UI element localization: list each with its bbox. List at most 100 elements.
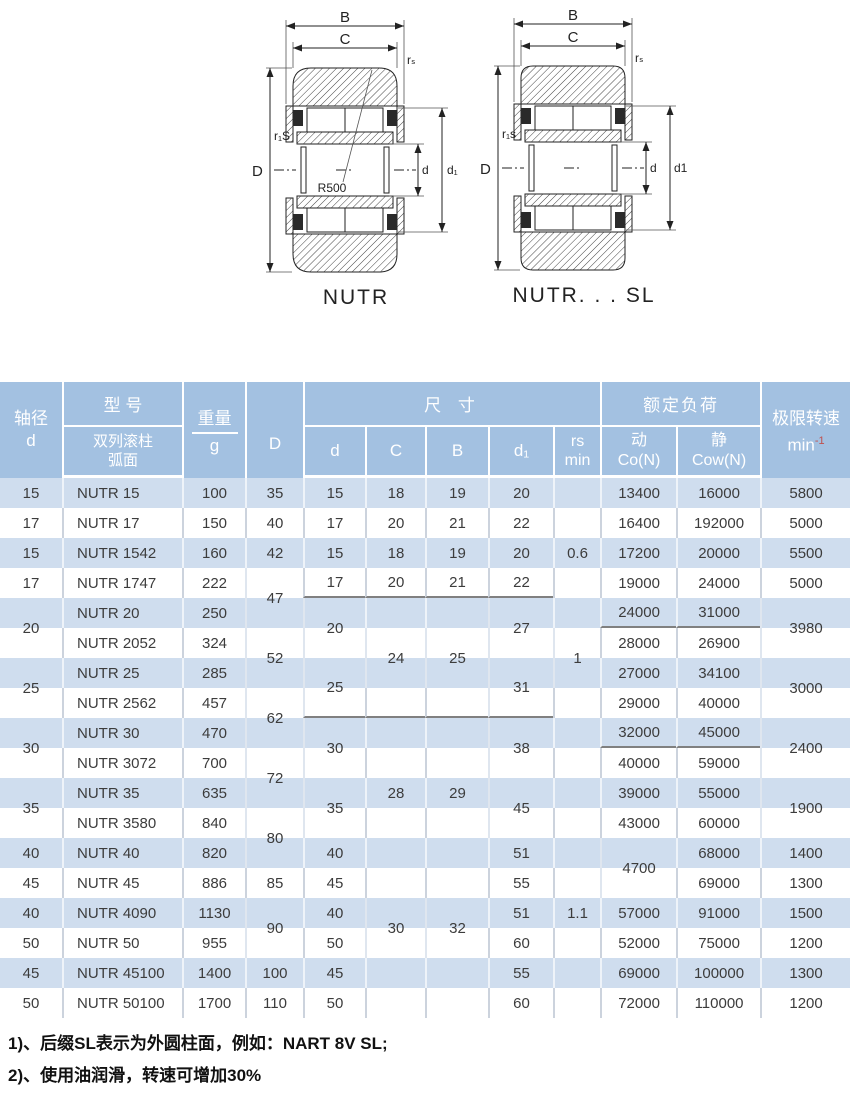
value-cell: 69000: [676, 868, 760, 898]
model-subtitle-line2: 弧面: [107, 452, 138, 469]
value-cell: 40: [303, 838, 365, 868]
value-cell: 55: [488, 868, 553, 898]
value-cell: 955: [182, 928, 245, 958]
value-cell: 20: [488, 478, 553, 508]
value-cell: 50: [303, 928, 365, 958]
value-cell: 20: [365, 568, 425, 598]
value-cell: 40: [22, 904, 40, 922]
value-cell: 20: [22, 619, 40, 637]
dim-label-b: B: [568, 8, 578, 24]
model-cell: NUTR 3072: [62, 748, 182, 778]
value-cell: 16000: [676, 478, 760, 508]
value-cell: 55: [488, 958, 553, 988]
value-cell: 1200: [760, 928, 850, 958]
value-cell: 45000: [676, 718, 761, 748]
value-cell: 17: [22, 514, 40, 532]
header-weight-unit: g: [209, 436, 220, 455]
value-cell: 21: [425, 568, 488, 598]
table-row: NUTR 3580 840 80 43000 60000: [0, 808, 850, 868]
value-cell: [553, 688, 600, 718]
header-model-subtitle: 双列滚柱 弧面: [62, 427, 182, 478]
header-dimensions-group: 尺 寸: [303, 382, 601, 427]
model-cell: NUTR 20: [62, 598, 182, 628]
value-cell: 20: [303, 598, 365, 658]
value-cell: [365, 688, 425, 718]
table-row: 25 NUTR 25 285 25 31 27000 34100 3000: [0, 658, 850, 718]
value-cell: 18: [365, 478, 425, 508]
value-cell: 90: [245, 898, 303, 958]
model-cell: NUTR 35: [62, 778, 182, 808]
value-cell: 13400: [600, 478, 676, 508]
value-cell: 15: [22, 484, 40, 502]
model-cell: NUTR 45100: [62, 958, 182, 988]
header-load-dynamic: 动 Co(N): [600, 427, 677, 478]
model-cell: NUTR 30: [62, 718, 182, 748]
value-cell: 62: [245, 688, 303, 748]
value-cell: [425, 958, 488, 988]
table-row: 15 NUTR 1542 160 42 15 18 19 20 0.6 17200 20000 550…: [0, 538, 850, 568]
value-cell: 24: [365, 628, 425, 688]
value-cell: 1130: [182, 898, 245, 928]
value-cell: 820: [182, 838, 245, 868]
value-cell: 1300: [760, 958, 850, 988]
table-row: 15 NUTR 15 100 35 15 18 19 20 13400 16000 5800: [0, 478, 850, 508]
value-cell: [553, 478, 600, 508]
value-cell: 19: [425, 478, 488, 508]
bearing-diagram-nutr-sl: B C rₛ: [474, 8, 694, 308]
value-cell: 22: [488, 568, 553, 598]
value-cell: 22: [488, 508, 553, 538]
value-cell: 57000: [600, 898, 676, 928]
value-cell: 20: [365, 508, 425, 538]
value-cell: [553, 778, 600, 808]
value-cell: 222: [182, 568, 245, 598]
header-dim-d: d: [303, 427, 365, 478]
value-cell: 47: [245, 568, 303, 628]
header-dim-b: B: [425, 427, 488, 478]
table-row: NUTR 3072 700 72 40000 59000: [0, 748, 850, 808]
value-cell: 5500: [760, 538, 850, 568]
value-cell: 24000: [676, 568, 760, 598]
value-cell: 51: [488, 838, 553, 868]
dim-label-b: B: [340, 10, 350, 26]
value-cell: 470: [182, 718, 245, 748]
value-cell: 17: [22, 574, 40, 592]
value-cell: [365, 958, 425, 988]
value-cell: 324: [182, 628, 245, 658]
model-cell: NUTR 15: [62, 478, 182, 508]
header-shaft-symbol: d: [26, 431, 36, 450]
value-cell: 29: [425, 778, 488, 808]
value-cell: [553, 868, 600, 898]
value-cell: 52000: [600, 928, 676, 958]
value-cell: [553, 748, 600, 778]
value-cell: 40000: [676, 688, 760, 718]
value-cell: 1400: [182, 958, 245, 988]
value-cell: 17200: [600, 538, 676, 568]
value-cell: 45: [303, 868, 365, 898]
dim-label-d-bore: d: [650, 161, 657, 175]
load-dynamic-line1: 动: [631, 432, 648, 449]
value-cell: 80: [245, 808, 303, 868]
value-cell: [365, 598, 425, 628]
header-rated-load-group: 额定负荷: [600, 382, 761, 427]
value-cell: 1500: [760, 898, 850, 928]
value-cell: 1400: [760, 838, 850, 868]
value-cell: [553, 808, 600, 838]
header-model-group: 型 号: [62, 382, 182, 427]
value-cell: 1.1: [553, 898, 600, 928]
value-cell: 45: [488, 778, 553, 838]
model-cell: NUTR 3580: [62, 808, 182, 838]
header-limit-speed: 极限转速 min-1: [760, 382, 850, 478]
value-cell: 31000: [676, 598, 761, 628]
value-cell: 59000: [676, 748, 760, 778]
footnote-1: 1)、后缀SL表示为外圆柱面，例如：NART 8V SL;: [8, 1034, 388, 1053]
speed-unit-sup: -1: [814, 435, 825, 448]
value-cell: 27000: [600, 658, 676, 688]
value-cell: [365, 748, 425, 778]
header-outer-diameter: D: [245, 382, 303, 478]
dim-label-r500: R500: [318, 181, 347, 195]
value-cell: 24000: [600, 598, 677, 628]
value-cell: 25: [22, 679, 40, 697]
header-load-static: 静 Cow(N): [676, 427, 761, 478]
bearing-cross-section-nutr: B C rₛ: [252, 10, 458, 273]
